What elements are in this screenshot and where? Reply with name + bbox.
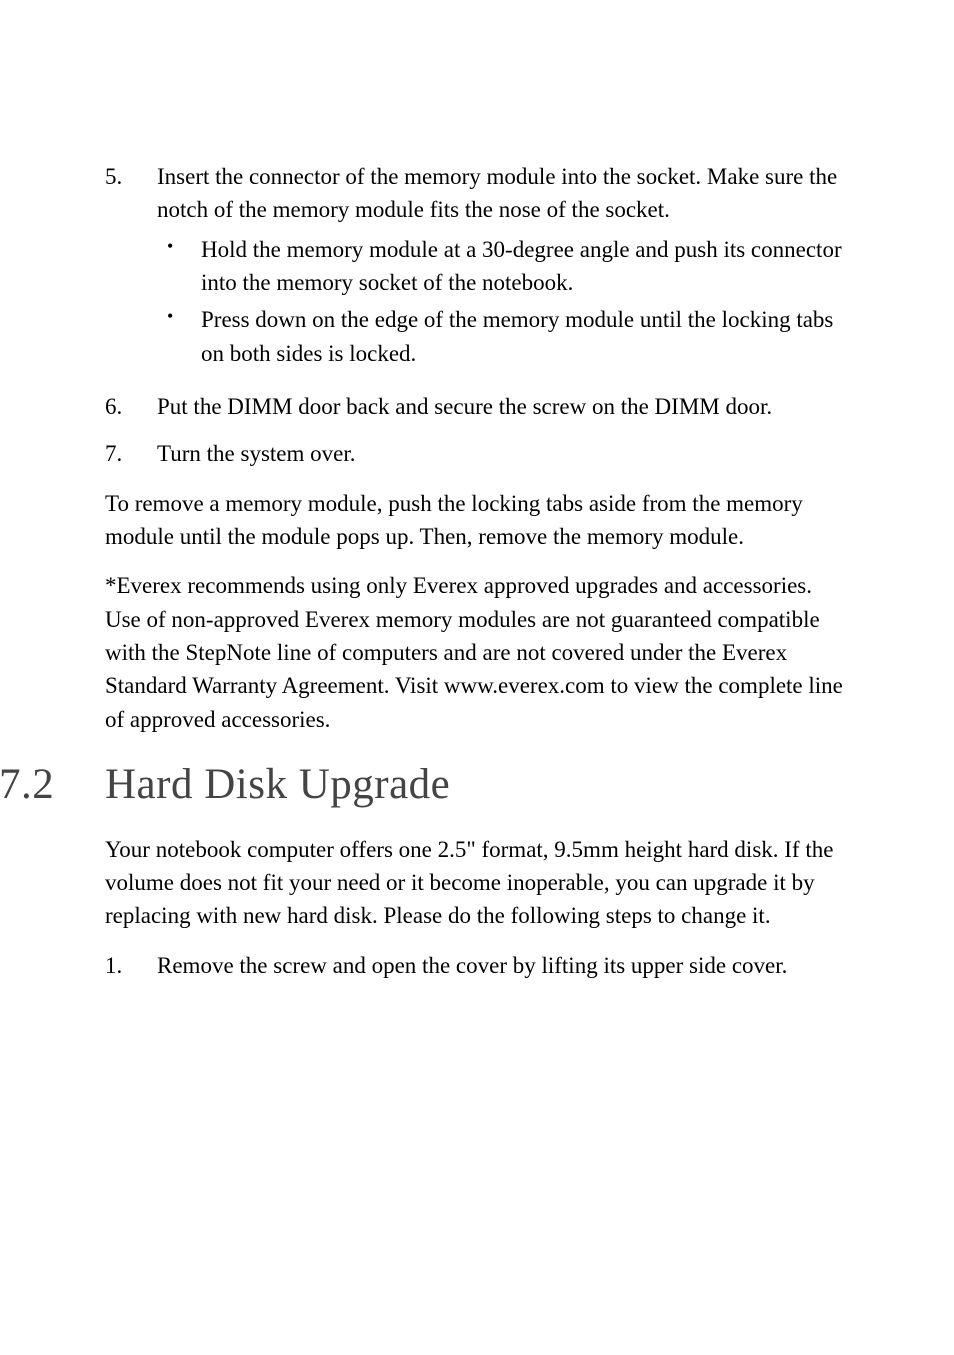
- step-number: 6.: [105, 390, 157, 423]
- bullet-text: Hold the memory module at a 30-degree an…: [201, 233, 849, 300]
- heading-title: Hard Disk Upgrade: [105, 754, 450, 816]
- step-number: 7.: [105, 437, 157, 470]
- bullet-item: • Hold the memory module at a 30-degree …: [157, 233, 849, 300]
- section-heading: 7.2 Hard Disk Upgrade: [0, 754, 849, 816]
- step-text: Put the DIMM door back and secure the sc…: [157, 390, 849, 423]
- bullet-icon: •: [157, 303, 201, 370]
- bullet-icon: •: [157, 233, 201, 300]
- page-content: 5. Insert the connector of the memory mo…: [0, 0, 954, 982]
- bullet-text: Press down on the edge of the memory mod…: [201, 303, 849, 370]
- paragraph-everex-note: *Everex recommends using only Everex app…: [105, 569, 849, 736]
- step-text: Insert the connector of the memory modul…: [157, 164, 837, 222]
- hdd-step-1: 1. Remove the screw and open the cover b…: [105, 949, 849, 982]
- step-content: Insert the connector of the memory modul…: [157, 160, 849, 376]
- step-5: 5. Insert the connector of the memory mo…: [105, 160, 849, 376]
- step-number: 5.: [105, 160, 157, 376]
- paragraph-hdd-intro: Your notebook computer offers one 2.5" f…: [105, 833, 849, 933]
- step-7: 7. Turn the system over.: [105, 437, 849, 470]
- bullet-item: • Press down on the edge of the memory m…: [157, 303, 849, 370]
- paragraph-remove-module: To remove a memory module, push the lock…: [105, 487, 849, 554]
- step-number: 1.: [105, 949, 157, 982]
- bullet-list: • Hold the memory module at a 30-degree …: [157, 233, 849, 370]
- step-text: Turn the system over.: [157, 437, 849, 470]
- step-text: Remove the screw and open the cover by l…: [157, 949, 849, 982]
- heading-number: 7.2: [0, 754, 105, 816]
- step-6: 6. Put the DIMM door back and secure the…: [105, 390, 849, 423]
